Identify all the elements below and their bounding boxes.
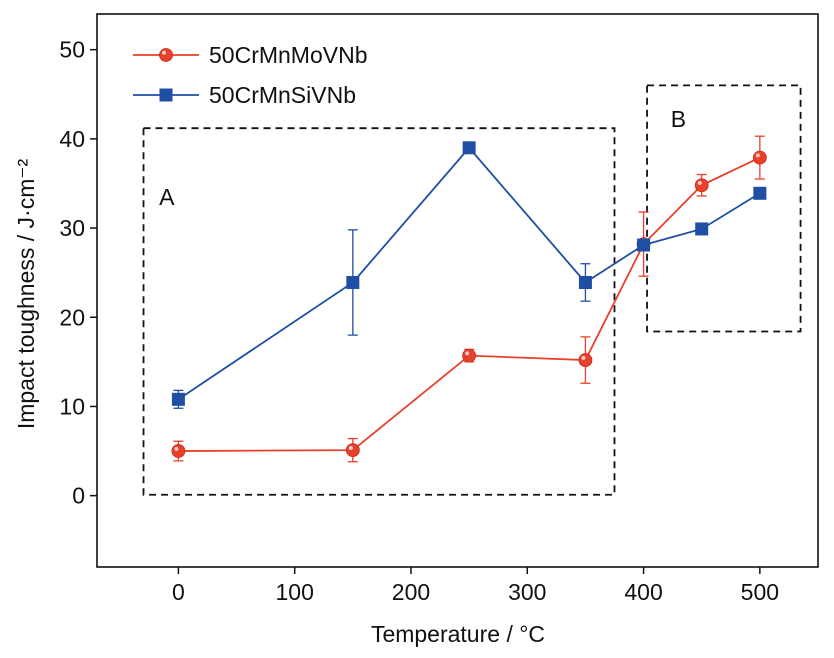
data-point (171, 444, 186, 458)
y-tick-label: 10 (59, 393, 85, 419)
data-point (753, 186, 767, 200)
data-point (345, 443, 360, 458)
legend-label: 50CrMnMoVNb (209, 42, 368, 68)
x-tick-label: 400 (624, 579, 662, 605)
data-point-highlight (755, 153, 760, 158)
data-point-highlight (581, 355, 586, 360)
data-point-highlight (465, 351, 470, 356)
y-tick-label: 30 (59, 215, 85, 241)
data-point (578, 353, 593, 367)
data-point (346, 275, 360, 289)
data-point (752, 150, 767, 165)
plot-frame-group (96, 13, 819, 568)
y-tick-label: 0 (72, 483, 85, 509)
y-tick-label: 40 (59, 126, 85, 152)
plot-frame (96, 13, 819, 568)
legend: 50CrMnMoVNb 50CrMnSiVNb (133, 42, 368, 108)
series-0 (171, 135, 767, 463)
data-point (578, 275, 592, 289)
x-axis-title: Temperature / °C (371, 621, 545, 647)
x-axis-ticks: 0 100 200 300 400 500 (172, 567, 779, 605)
region-box-a (142, 127, 616, 496)
data-point (694, 178, 709, 193)
region-label-a: A (159, 184, 175, 210)
data-point (171, 392, 185, 406)
x-tick-label: 200 (392, 579, 430, 605)
data-point (695, 222, 709, 236)
legend-marker (159, 48, 173, 62)
region-annotations: AB (159, 106, 686, 210)
x-tick-label: 300 (508, 579, 546, 605)
y-tick-label: 20 (59, 304, 85, 330)
series-line (178, 156, 761, 452)
series-1 (171, 141, 767, 409)
y-axis-title: Impact toughness / J·cm⁻² (13, 158, 39, 429)
region-boxes (142, 84, 802, 496)
data-point-highlight (348, 445, 353, 450)
data-point (462, 141, 476, 155)
data-point-highlight (174, 446, 179, 451)
data-point (462, 348, 477, 363)
series-layer (171, 135, 767, 463)
legend-label: 50CrMnSiVNb (209, 82, 356, 108)
x-tick-label: 500 (741, 579, 779, 605)
x-tick-label: 100 (276, 579, 314, 605)
legend-marker-highlight (162, 50, 166, 55)
data-point-highlight (697, 181, 702, 186)
legend-marker (159, 88, 173, 102)
y-axis-ticks: 0 10 20 30 40 50 (59, 37, 97, 509)
region-label-b: B (671, 106, 686, 132)
x-tick-label: 0 (172, 579, 185, 605)
data-point (637, 238, 651, 252)
y-tick-label: 50 (59, 37, 85, 63)
region-box-b (646, 84, 802, 333)
